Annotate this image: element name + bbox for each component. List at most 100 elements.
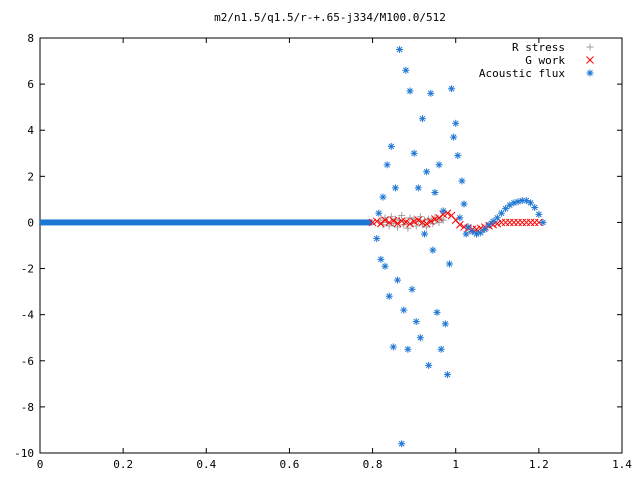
y-tick-label: -8 — [21, 401, 34, 414]
acoustic-flux-point — [414, 184, 422, 192]
x-tick-label: 0.2 — [113, 458, 133, 471]
acoustic-flux-point — [391, 184, 399, 192]
g-work-point — [526, 218, 535, 227]
acoustic-flux-point — [421, 230, 429, 238]
y-tick-label: 8 — [27, 32, 34, 45]
g-work-point — [406, 219, 414, 228]
r-stress-point — [416, 213, 424, 221]
r-stress-point — [423, 223, 431, 231]
acoustic-flux-point — [410, 149, 418, 157]
acoustic-flux-point — [497, 209, 505, 217]
acoustic-flux-point — [408, 285, 416, 293]
acoustic-flux-point — [429, 246, 437, 254]
legend-label-g-work: G work — [525, 54, 565, 67]
series-layer — [40, 46, 547, 448]
legend-label-acoustic-flux: Acoustic flux — [479, 67, 565, 80]
acoustic-flux-baseline-band — [40, 219, 373, 226]
acoustic-flux-point — [431, 188, 439, 196]
x-tick-label: 0.6 — [279, 458, 299, 471]
acoustic-flux-point — [502, 205, 510, 213]
g-work-point — [410, 217, 418, 226]
g-work-point — [393, 219, 402, 228]
plot-frame — [39, 37, 623, 454]
r-stress-point — [394, 223, 402, 231]
acoustic-flux-point — [510, 199, 518, 207]
x-tick-label: 1 — [452, 458, 459, 471]
acoustic-flux-point — [387, 142, 395, 150]
acoustic-flux-point — [454, 152, 462, 160]
g-work-point — [510, 218, 518, 227]
acoustic-flux-point — [443, 371, 451, 379]
acoustic-flux-point — [462, 230, 470, 238]
y-tick-label: 4 — [27, 124, 34, 137]
legend-marker-acoustic-flux — [586, 69, 594, 77]
g-work-point — [522, 218, 531, 227]
chart-title: m2/n1.5/q1.5/r-+.65-j334/M100.0/512 — [214, 11, 446, 24]
acoustic-flux-point — [437, 345, 445, 353]
g-work-point — [372, 217, 381, 226]
x-tick-label: 0 — [37, 458, 44, 471]
acoustic-flux-point — [535, 210, 543, 218]
x-tick-label: 1.2 — [529, 458, 549, 471]
acoustic-flux-point — [493, 214, 501, 222]
acoustic-flux-point — [389, 343, 397, 351]
y-tick-label: -6 — [21, 355, 34, 368]
acoustic-flux-point — [441, 320, 449, 328]
acoustic-flux-point — [412, 318, 420, 326]
g-work-point — [518, 218, 527, 227]
y-tick-label: -4 — [21, 309, 35, 322]
acoustic-flux-point — [425, 361, 433, 369]
g-work-point — [505, 218, 514, 227]
x-tick-label: 1.4 — [612, 458, 632, 471]
acoustic-flux-point — [383, 161, 391, 169]
acoustic-flux-point — [373, 235, 381, 243]
r-stress-point — [385, 222, 393, 230]
acoustic-flux-point — [450, 133, 458, 141]
acoustic-flux-point — [456, 214, 464, 222]
r-stress-point — [406, 214, 414, 222]
acoustic-flux-point — [385, 292, 393, 300]
acoustic-flux-point — [379, 193, 387, 201]
legend-marker-glyph — [586, 43, 594, 51]
g-work-point — [422, 219, 431, 228]
acoustic-flux-point — [481, 225, 489, 233]
acoustic-flux-point — [381, 262, 389, 270]
acoustic-flux-point — [439, 207, 447, 215]
g-work-point — [514, 218, 522, 227]
legend-marker-glyph — [586, 69, 594, 77]
acoustic-flux-point — [452, 119, 460, 127]
acoustic-flux-point — [427, 89, 435, 97]
g-work-point — [385, 218, 394, 227]
acoustic-flux-point — [448, 85, 456, 93]
y-tick-label: 6 — [27, 78, 34, 91]
legend: R stress G work Acoustic flux — [479, 41, 594, 80]
acoustic-flux-point — [418, 115, 426, 123]
g-work-point — [401, 218, 410, 226]
g-work-point — [530, 218, 539, 227]
acoustic-flux-point — [400, 306, 408, 314]
acoustic-flux-point — [539, 218, 547, 226]
acoustic-flux-point — [396, 46, 404, 54]
legend-marker-r-stress — [586, 43, 594, 51]
acoustic-flux-point — [460, 200, 468, 208]
y-tick-label: -2 — [21, 263, 34, 276]
acoustic-flux-point — [416, 334, 424, 342]
acoustic-flux-point — [398, 440, 406, 448]
x-tick-label: 0.4 — [196, 458, 216, 471]
y-tick-label: 0 — [27, 216, 34, 229]
acoustic-flux-point — [435, 161, 443, 169]
acoustic-flux-point — [406, 87, 414, 95]
y-tick-label: -10 — [14, 447, 34, 460]
axis-layer: 0 0.2 0.4 0.6 0.8 1 1.2 1.4 -10 -8 -6 -4 -2 0 2 4 6 8 — [14, 32, 632, 471]
acoustic-flux-point — [402, 66, 410, 74]
g-work-point — [426, 217, 435, 226]
r-stress-point — [398, 212, 406, 220]
x-tick-label: 0.8 — [363, 458, 383, 471]
acoustic-flux-point — [394, 276, 402, 284]
acoustic-flux-point — [458, 177, 466, 185]
acoustic-flux-point — [464, 223, 472, 231]
acoustic-flux-point — [531, 203, 539, 211]
g-work-point — [381, 216, 389, 224]
acoustic-flux-point — [433, 308, 441, 316]
